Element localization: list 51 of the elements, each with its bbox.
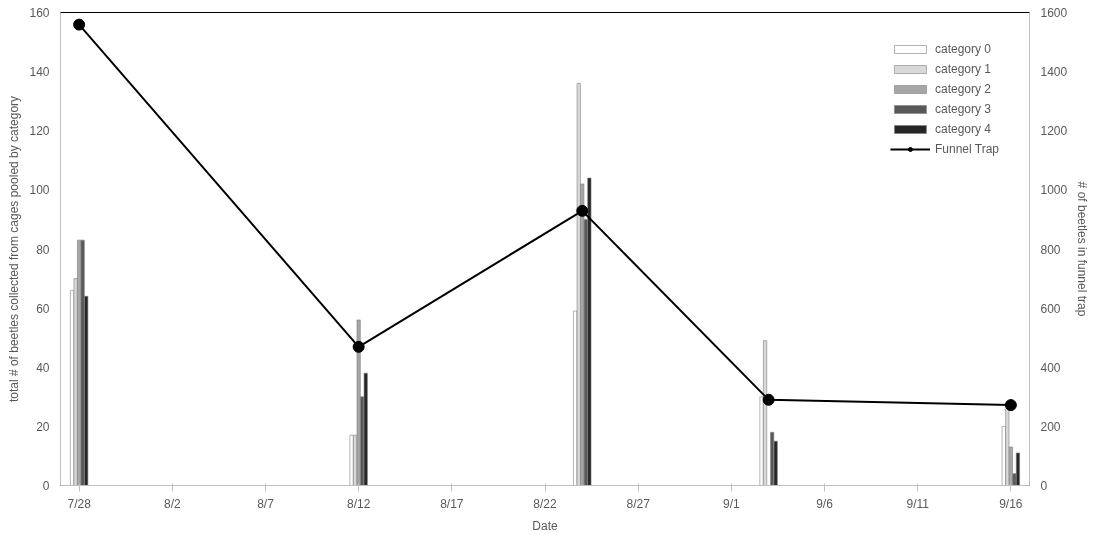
- y-tick-label: 160: [29, 6, 50, 20]
- x-axis-title: Date: [532, 518, 558, 533]
- y2-tick-label: 1600: [1040, 6, 1068, 20]
- y2-tick-label: 200: [1040, 419, 1061, 434]
- legend-label: Funnel Trap: [934, 142, 999, 156]
- y2-tick-label: 400: [1040, 360, 1061, 375]
- y-tick-label: 100: [29, 183, 50, 198]
- x-tick-label: 9/11: [906, 496, 930, 511]
- y2-tick-label: 1200: [1040, 124, 1068, 139]
- x-tick-label: 9/6: [816, 496, 834, 511]
- bar: [587, 177, 592, 486]
- x-tick-label: 8/12: [346, 496, 371, 511]
- y2-axis-title: # of beetles in funnel trap: [1075, 181, 1090, 317]
- y-tick-label: 120: [29, 124, 50, 139]
- bar: [1005, 408, 1010, 486]
- y2-tick-label: 600: [1040, 301, 1061, 316]
- legend-label: category 0: [934, 42, 991, 56]
- y2-tick-label: 1400: [1040, 65, 1068, 80]
- y2-tick-label: 800: [1040, 242, 1061, 257]
- x-tick-label: 8/17: [440, 496, 464, 511]
- y-tick-label: 0: [42, 479, 50, 493]
- y-tick-label: 60: [36, 301, 50, 316]
- y-tick-label: 40: [36, 360, 50, 375]
- legend-label: category 4: [934, 122, 991, 136]
- point: [762, 393, 775, 406]
- bar: [1015, 452, 1020, 486]
- x-tick-label: 9/1: [723, 496, 741, 511]
- y2-tick-label: 1000: [1040, 183, 1068, 198]
- legend-label: category 1: [934, 62, 991, 76]
- y2-tick-label: 0: [1040, 479, 1048, 493]
- bar: [763, 340, 768, 486]
- x-tick-label: 9/16: [999, 496, 1023, 511]
- x-tick-label: 8/27: [626, 496, 651, 511]
- bar: [576, 83, 581, 486]
- legend-label: category 2: [934, 82, 991, 96]
- point: [73, 18, 86, 31]
- x-tick-label: 8/22: [533, 496, 557, 511]
- x-tick-label: 8/7: [257, 496, 275, 511]
- bar: [349, 434, 354, 486]
- y-tick-label: 80: [36, 242, 50, 257]
- point: [576, 204, 589, 217]
- y-tick-label: 20: [36, 419, 50, 434]
- y-axis-title: total # of beetles collected from cages pooled by category: [7, 95, 22, 403]
- legend-label: category 3: [934, 102, 991, 116]
- x-tick-label: 8/2: [163, 496, 181, 511]
- y-tick-label: 140: [29, 65, 50, 80]
- bar: [363, 372, 368, 486]
- bar: [356, 319, 361, 486]
- x-tick-label: 7/28: [67, 496, 92, 511]
- point: [1004, 399, 1017, 412]
- point: [352, 340, 365, 353]
